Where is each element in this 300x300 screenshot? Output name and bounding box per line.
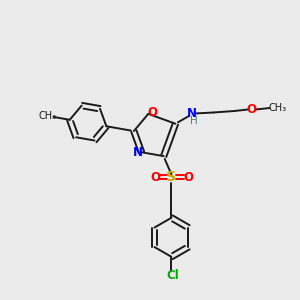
Text: O: O xyxy=(247,103,257,116)
Text: N: N xyxy=(188,107,197,120)
Text: O: O xyxy=(147,106,157,119)
Text: Cl: Cl xyxy=(167,269,179,282)
Text: O: O xyxy=(150,171,160,184)
Text: O: O xyxy=(183,171,193,184)
Text: S: S xyxy=(167,170,176,184)
Text: N: N xyxy=(133,146,143,159)
Text: CH₃: CH₃ xyxy=(268,103,286,113)
Text: H: H xyxy=(190,116,198,126)
Text: CH₃: CH₃ xyxy=(38,111,57,121)
